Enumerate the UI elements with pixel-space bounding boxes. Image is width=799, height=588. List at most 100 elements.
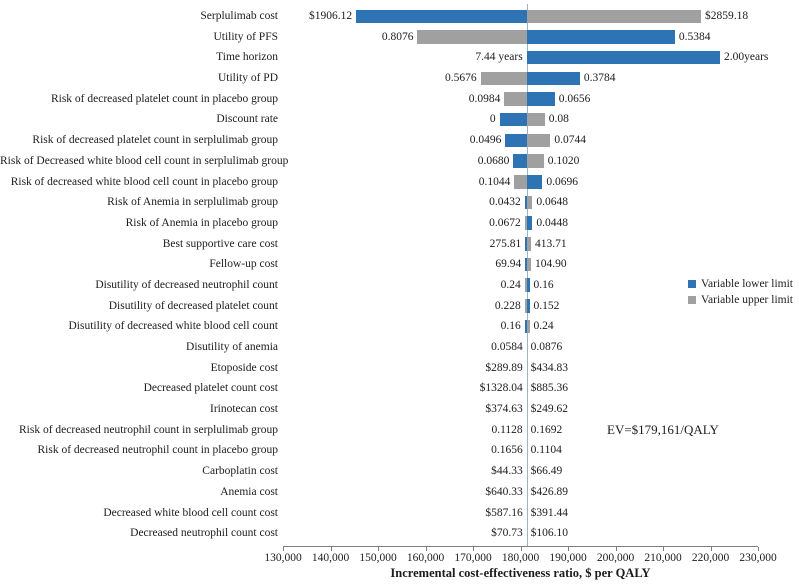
value-label-right: $391.44	[530, 506, 569, 519]
row-plot-area: 7.44 years 2.00years	[283, 47, 768, 68]
tornado-row: Risk of Anemia in placebo group 0.0672 0.0…	[0, 213, 799, 234]
bar-lower-limit	[526, 216, 533, 230]
x-axis-tick-label: 190,000	[549, 552, 587, 564]
category-label: Fellow-up cost	[209, 258, 278, 271]
value-label-right: 0.1104	[530, 444, 562, 457]
x-axis-tick-label: 210,000	[644, 552, 682, 564]
category-label: Irinotecan cost	[209, 403, 278, 416]
row-plot-area: 0.24 0.16	[283, 275, 758, 296]
value-label-right: 0.5384	[678, 30, 711, 43]
bar-lower-limit	[499, 112, 527, 127]
bar-upper-limit	[526, 195, 533, 210]
bar-upper-limit	[480, 71, 527, 86]
bar-upper-limit	[526, 237, 531, 251]
row-plot-area: 0.0984 0.0656	[283, 89, 758, 110]
legend-swatch-lower-limit-icon	[688, 280, 696, 288]
x-axis-tick-label: 130,000	[264, 552, 302, 564]
value-label-left: 7.44 years	[475, 51, 523, 64]
category-label: Discount rate	[216, 113, 278, 126]
value-label-left: 0.5676	[444, 72, 477, 85]
tornado-row: Decreased platelet count cost $1328.04 $88…	[0, 378, 799, 399]
x-axis-tick	[473, 547, 474, 551]
row-plot-area: $70.73 $106.10	[283, 523, 758, 544]
value-label-right: $106.10	[530, 527, 569, 540]
value-label-right: 0.0876	[530, 341, 563, 353]
tornado-row: Risk of decreased neutrophil count in pl…	[0, 440, 799, 461]
value-label-right: 104.90	[534, 258, 567, 271]
tornado-row: Disutility of decreased platelet count 0.…	[0, 296, 799, 317]
value-label-left: 0.0584	[491, 341, 523, 353]
legend-label-lower-limit: Variable lower limit	[701, 278, 793, 290]
tornado-row: Disutility of decreased white blood cell…	[0, 316, 799, 337]
value-label-left: 0.228	[494, 299, 521, 312]
bar-lower-limit	[524, 319, 527, 334]
value-label-left: 69.94	[495, 258, 522, 271]
x-axis-tick	[283, 547, 284, 551]
bar-upper-limit	[526, 154, 544, 168]
row-plot-area: $374.63 $249.62	[283, 399, 758, 420]
value-label-right: 0.24	[533, 320, 554, 333]
value-label-right: $434.83	[530, 361, 569, 374]
category-label: Risk of decreased neutrophil count in pl…	[37, 444, 278, 457]
tornado-row: Risk of decreased platelet count in plac…	[0, 89, 799, 110]
x-axis-tick	[568, 547, 569, 551]
bar-lower-limit	[513, 154, 527, 168]
category-label: Utility of PFS	[213, 30, 278, 43]
row-plot-area: 0.0432 0.0648	[283, 192, 758, 213]
bar-lower-limit	[526, 299, 530, 313]
row-plot-area: $640.33 $426.89	[283, 482, 758, 503]
value-label-right: 2.00years	[724, 51, 769, 64]
value-label-right: 0.3784	[583, 72, 616, 85]
value-label-left: 0.0672	[489, 216, 521, 229]
tornado-row: Risk of Decreased white blood cell count…	[0, 151, 799, 172]
tornado-row: Irinotecan cost $374.63 $249.62	[0, 399, 799, 420]
bar-lower-limit	[525, 257, 527, 272]
x-axis-tick-label: 160,000	[406, 552, 445, 564]
x-axis-tick	[520, 547, 522, 551]
row-plot-area: 0.228 0.152	[283, 296, 758, 317]
category-label: Serplulimab cost	[200, 10, 278, 22]
legend-label-upper-limit: Variable upper limit	[701, 294, 793, 306]
row-plot-area: 0 0.08	[283, 109, 758, 130]
row-plot-area: 0.5676 0.3784	[283, 68, 758, 89]
bar-upper-limit	[504, 92, 527, 106]
value-label-left: $374.63	[485, 403, 523, 416]
row-plot-area: $289.89 $434.83	[283, 358, 758, 379]
row-plot-area: 0.16 0.24	[283, 316, 758, 337]
bar-lower-limit	[526, 92, 555, 106]
category-label: Risk of Decreased white blood cell count…	[0, 154, 289, 167]
value-label-right: $426.89	[530, 485, 569, 498]
tornado-row: Discount rate 0 0.08	[0, 109, 799, 130]
bar-lower-limit	[526, 50, 720, 65]
category-label: Disutility of decreased platelet count	[108, 299, 278, 312]
category-label: Carboplatin cost	[202, 465, 278, 478]
bar-upper-limit	[524, 299, 527, 313]
tornado-row: Risk of decreased platelet count in serp…	[0, 130, 799, 151]
value-label-left: 0.8076	[381, 30, 414, 43]
bar-upper-limit	[526, 112, 545, 127]
value-label-left: $289.89	[485, 361, 523, 374]
value-label-right: 0.16	[533, 278, 554, 291]
value-label-left: $1906.12	[309, 10, 353, 22]
value-label-left: $587.16	[485, 506, 523, 519]
value-label-left: 0.0496	[469, 134, 502, 147]
value-label-right: 0.0448	[536, 216, 568, 229]
x-axis-tick-label: 200,000	[596, 552, 635, 564]
value-label-left: 0.16	[500, 320, 521, 333]
legend-swatch-upper-limit-icon	[688, 296, 696, 304]
tornado-row: Anemia cost $640.33 $426.89	[0, 482, 799, 503]
bar-lower-limit	[526, 278, 530, 292]
row-plot-area: $587.16 $391.44	[283, 503, 758, 524]
value-label-right: $2859.18	[705, 10, 749, 22]
tornado-row: Risk of Anemia in serplulimab group 0.043…	[0, 192, 799, 213]
x-axis-tick-label: 150,000	[359, 552, 397, 564]
bar-upper-limit	[524, 278, 527, 292]
bar-upper-limit	[514, 175, 527, 189]
bar-lower-limit	[525, 237, 527, 251]
value-label-right: 0.0696	[546, 175, 578, 188]
value-label-right: 413.71	[534, 237, 567, 250]
tornado-row: Disutility of decreased neutrophil count…	[0, 275, 799, 296]
x-axis-tick	[710, 547, 712, 551]
bar-upper-limit	[526, 319, 530, 334]
